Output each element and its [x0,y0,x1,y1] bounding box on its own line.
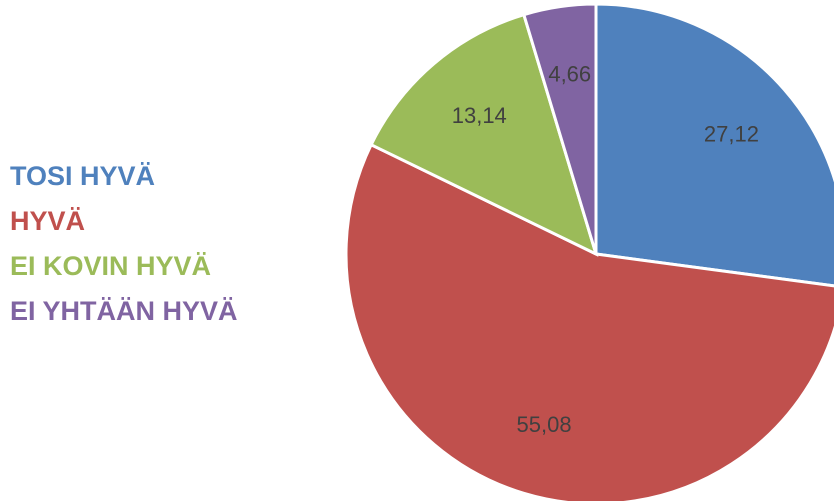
data-label: 55,08 [517,412,572,437]
legend-entry: EI KOVIN HYVÄ [10,251,211,281]
data-label: 27,12 [704,121,759,146]
pie-slice [594,2,834,288]
pie-slice [344,142,834,501]
legend-entry: HYVÄ [10,206,85,236]
legend-entry: TOSI HYVÄ [10,161,155,191]
legend-entry: EI YHTÄÄN HYVÄ [10,296,238,326]
pie-slice [369,12,599,257]
pie-slice [521,2,598,255]
data-label: 13,14 [452,103,507,128]
data-label: 4,66 [548,62,591,87]
